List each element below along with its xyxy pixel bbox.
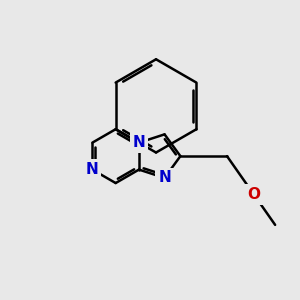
Text: O: O [247,187,260,202]
Text: N: N [133,135,145,150]
Text: N: N [158,170,171,185]
Text: N: N [86,162,99,177]
